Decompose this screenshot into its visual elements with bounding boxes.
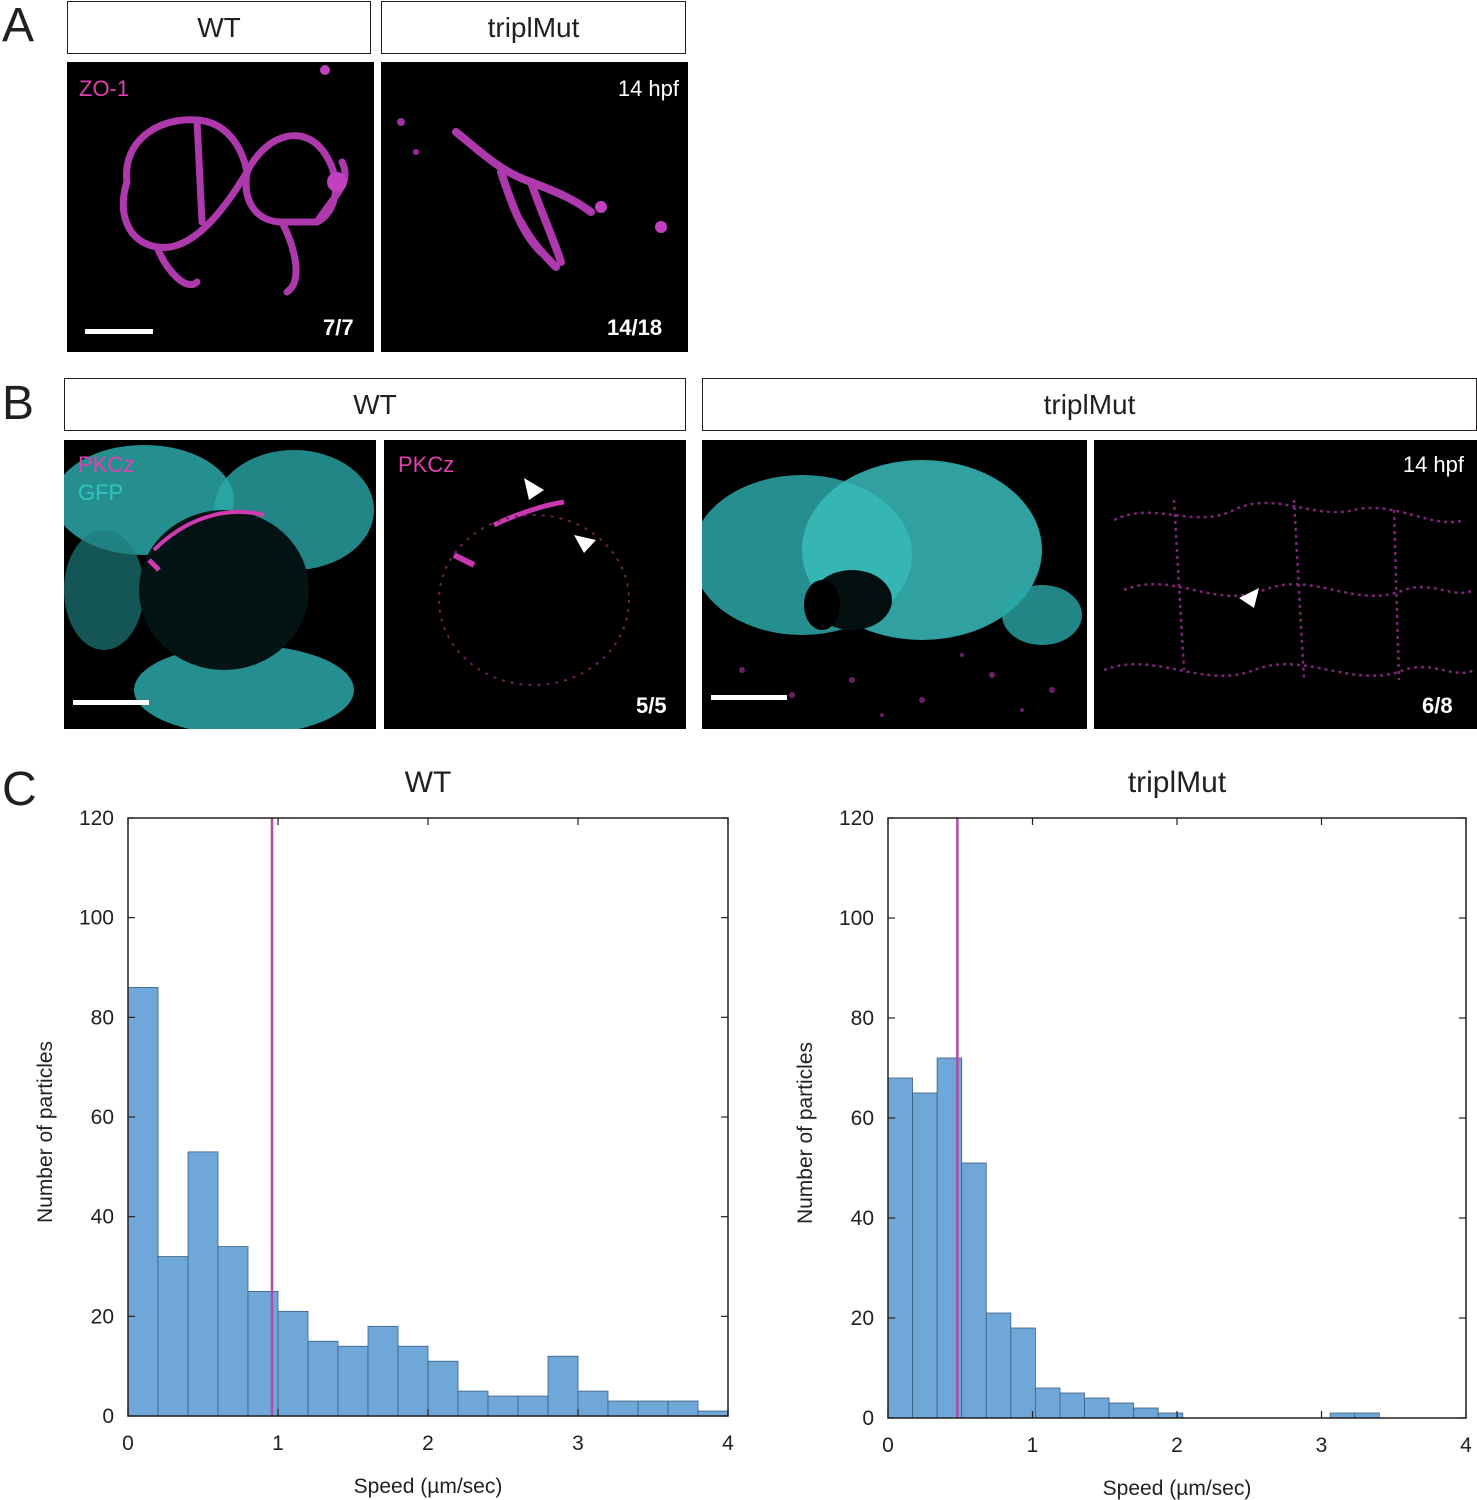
wt-histogram-bar [667,1400,699,1417]
wt-y-axis-label: Number of particles [34,1041,57,1223]
wt-histogram-bar [547,1355,579,1417]
wt-x-tick-label: 3 [572,1432,584,1455]
stage-label: 14 hpf [617,76,679,101]
wt-x-tick-label: 2 [422,1432,434,1455]
wt-y-tick-label: 40 [91,1206,114,1229]
wt-y-tick-label: 120 [79,807,114,830]
triplmut-y-tick-label: 120 [839,807,874,830]
triplmut-histogram-bar [961,1162,987,1419]
count-label: 5/5 [636,693,667,718]
panel-a-header-wt: WT [67,1,371,54]
count-label: 6/8 [1422,693,1453,718]
pkcz-gfp-triplmut-micrograph [702,460,1082,717]
panel-b-header-wt: WT [64,378,686,431]
wt-histogram-bar [397,1345,429,1417]
panel-letter-a: A [2,0,35,52]
triplmut-histogram-bar [1108,1402,1135,1419]
triplmut-y-tick-label: 0 [862,1407,874,1430]
triplmut-histogram-bar [1084,1397,1110,1419]
triplmut-histogram-bar [1034,1387,1061,1419]
wt-histogram-bar [307,1340,339,1417]
panel-b-triplmut-merge-image [702,440,1087,729]
triplmut-y-tick-label: 60 [851,1107,874,1130]
scale-bar [73,700,149,705]
wt-histogram-bar [517,1395,549,1417]
chart-title-triplmut: triplMut [1127,766,1227,799]
triplmut-x-axis-label: Speed (µm/sec) [1103,1477,1252,1500]
triplmut-histogram-bar [985,1312,1012,1419]
pkcz-wt-micrograph [438,478,630,686]
panel-b-wt-merge-image: PKCz GFP [64,440,376,729]
wt-x-axis-label: Speed (µm/sec) [354,1475,503,1498]
stain-label-zo1: ZO-1 [79,76,130,101]
wt-y-tick-label: 80 [91,1006,114,1029]
wt-y-tick-label: 20 [91,1305,114,1328]
wt-histogram-bar [457,1390,489,1417]
triplmut-y-tick-label: 40 [851,1207,874,1230]
wt-y-tick-label: 0 [102,1405,114,1428]
triplmut-y-tick-label: 80 [851,1007,874,1030]
wt-histogram-bar [487,1395,519,1417]
triplmut-histogram-bar [1133,1407,1159,1419]
wt-histogram-bar [577,1390,609,1417]
triplmut-histogram-bar [887,1077,913,1419]
wt-y-tick-label: 100 [79,907,114,930]
wt-x-tick-label: 1 [272,1432,284,1455]
triplmut-x-tick-label: 4 [1460,1434,1472,1457]
wt-x-tick-label: 0 [122,1432,134,1455]
triplmut-x-tick-label: 3 [1316,1434,1328,1457]
zo1-triplmut-micrograph [397,118,667,271]
stain-label-pkcz: PKCz [78,452,135,477]
triplmut-x-tick-label: 0 [882,1434,894,1457]
pkcz-gfp-wt-micrograph [64,445,374,729]
triplmut-x-tick-label: 2 [1171,1434,1183,1457]
panel-b-header-triplmut: triplMut [702,378,1477,431]
count-label: 14/18 [607,315,663,340]
wt-x-tick-label: 4 [722,1432,734,1455]
panel-a-wt-image: ZO-1 7/7 [67,62,374,352]
triplmut-y-tick-label: 20 [851,1307,874,1330]
wt-histogram-bar [367,1325,399,1417]
panel-letter-c: C [2,763,37,816]
wt-histogram-bar [427,1360,459,1417]
pkcz-triplmut-micrograph [1103,499,1475,681]
wt-histogram-bar [127,987,159,1417]
stain-label-gfp: GFP [78,480,124,505]
wt-histogram-bar [247,1291,279,1417]
panel-a-header-triplmut: triplMut [381,1,686,54]
wt-histogram-bar [277,1310,309,1417]
scale-bar [711,695,787,700]
panel-a-triplmut-image: 14 hpf 14/18 [381,62,688,352]
triplmut-x-tick-label: 1 [1027,1434,1039,1457]
triplmut-y-axis-label: Number of particles [794,1042,817,1224]
stage-label: 14 hpf [1402,452,1464,477]
count-label: 7/7 [323,315,354,340]
zo1-wt-micrograph [119,65,349,296]
stain-label-pkcz: PKCz [398,452,455,477]
scale-bar [85,329,153,334]
chart-title-wt: WT [404,766,452,799]
triplmut-histogram-bar [1059,1392,1085,1419]
triplmut-y-tick-label: 100 [839,907,874,930]
panel-b-triplmut-pkcz-image: 14 hpf 6/8 [1094,440,1477,729]
panel-letter-b: B [2,377,35,430]
wt-histogram-bar [187,1151,219,1417]
wt-histogram-bar [607,1400,639,1417]
wt-y-tick-label: 60 [91,1106,114,1129]
wt-histogram-bar [217,1246,249,1417]
panel-b-wt-pkcz-image: PKCz 5/5 [384,440,686,729]
triplmut-histogram-bar [912,1092,938,1419]
wt-histogram-bar [337,1345,369,1417]
wt-histogram-bar [637,1400,669,1417]
triplmut-histogram-bar [1010,1327,1036,1419]
wt-histogram-bar [157,1256,189,1417]
